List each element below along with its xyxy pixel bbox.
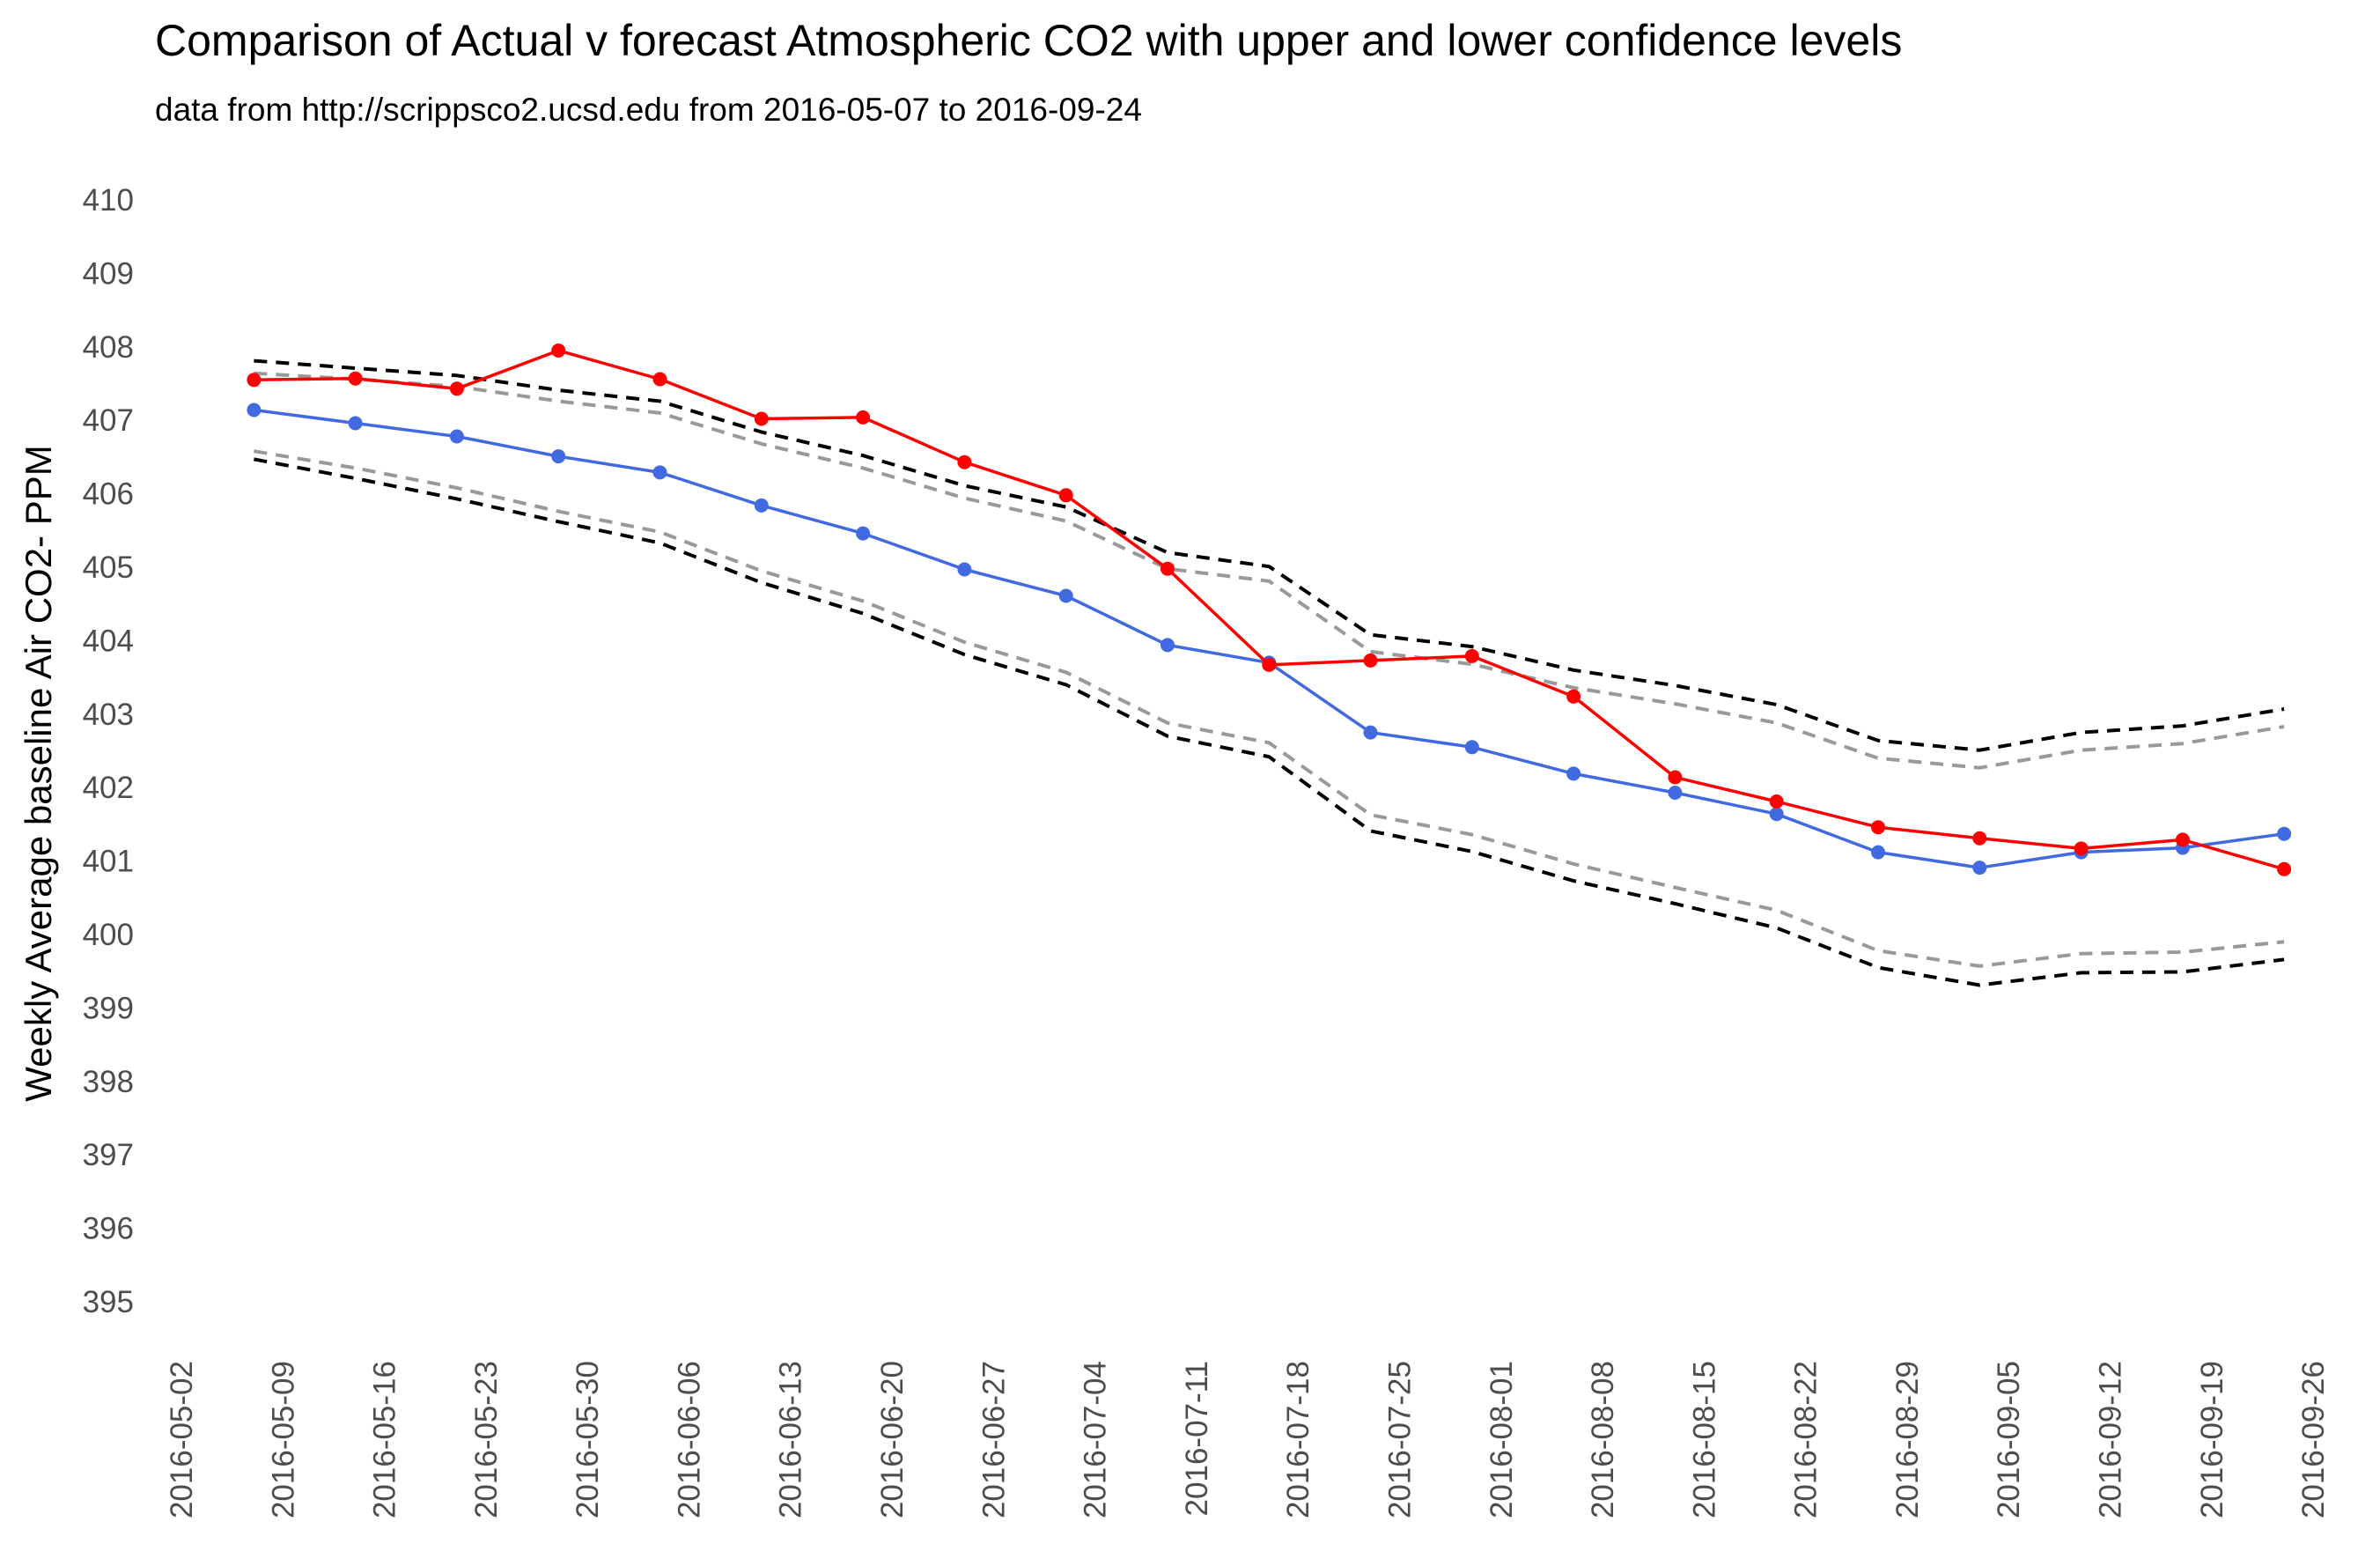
data-point-actual (856, 410, 871, 425)
data-point-forecast (1464, 740, 1479, 755)
data-point-actual (348, 371, 363, 386)
y-tick-label: 409 (83, 256, 134, 291)
y-tick-label: 407 (83, 403, 134, 438)
data-point-actual (2277, 861, 2292, 876)
y-tick-label: 399 (83, 991, 134, 1025)
y-tick-label: 401 (83, 845, 134, 879)
x-tick-label: 2016-06-13 (774, 1361, 808, 1518)
y-tick-label: 398 (83, 1065, 134, 1099)
y-tick-label: 395 (83, 1285, 134, 1319)
data-point-actual (754, 411, 769, 426)
y-tick-label: 406 (83, 477, 134, 512)
data-point-forecast (1769, 807, 1784, 822)
series-line-upper-95 (254, 358, 2285, 752)
chart-title: Comparison of Actual v forecast Atmosphe… (155, 16, 1902, 65)
data-point-actual (449, 381, 464, 396)
x-tick-label: 2016-05-16 (368, 1361, 402, 1518)
data-point-forecast (1161, 638, 1175, 653)
x-tick-label: 2016-05-30 (571, 1361, 605, 1518)
data-point-actual (1871, 820, 1885, 835)
data-point-actual (957, 454, 972, 469)
series-line-lower-95 (254, 457, 2285, 987)
x-tick-label: 2016-08-29 (1890, 1361, 1925, 1518)
x-tick-label: 2016-08-15 (1687, 1361, 1721, 1518)
series-line-forecast (254, 408, 2285, 869)
y-tick-label: 404 (83, 624, 134, 658)
data-point-forecast (1566, 766, 1581, 781)
x-tick-label: 2016-05-23 (469, 1361, 504, 1518)
x-tick-label: 2016-07-18 (1281, 1361, 1315, 1518)
series-line-lower-80 (254, 449, 2285, 968)
x-tick-label: 2016-07-04 (1079, 1361, 1113, 1518)
series-layer (247, 344, 2292, 987)
data-point-forecast (652, 465, 667, 480)
series-line-actual (254, 349, 2285, 871)
data-point-actual (1668, 770, 1683, 785)
x-tick-label: 2016-08-22 (1789, 1361, 1824, 1518)
x-tick-label: 2016-09-12 (2094, 1361, 2128, 1518)
data-point-actual (1161, 561, 1175, 576)
data-point-forecast (856, 526, 871, 541)
x-tick-label: 2016-08-01 (1485, 1361, 1519, 1518)
data-point-forecast (1058, 588, 1073, 603)
y-axis-label: Weekly Average baseline Air CO2- PPM (18, 445, 59, 1101)
y-tick-label: 408 (83, 330, 134, 365)
data-point-actual (652, 372, 667, 387)
data-point-forecast (348, 416, 363, 431)
data-point-actual (1262, 657, 1277, 672)
series-line-upper-80 (254, 371, 2285, 770)
y-axis-ticks: 395 396 397 398 399 400 401 402 403 404 405 406 407 4… (83, 183, 134, 1319)
y-tick-label: 405 (83, 550, 134, 585)
data-point-forecast (247, 403, 262, 417)
y-tick-label: 410 (83, 183, 134, 218)
data-point-forecast (1668, 786, 1683, 800)
x-tick-label: 2016-05-09 (266, 1361, 300, 1518)
data-point-forecast (957, 562, 972, 577)
data-point-forecast (1972, 861, 1987, 875)
data-point-actual (2175, 832, 2190, 847)
x-tick-label: 2016-07-25 (1382, 1361, 1417, 1518)
data-point-actual (1363, 653, 1378, 668)
x-tick-label: 2016-08-08 (1586, 1361, 1620, 1518)
x-tick-label: 2016-06-06 (672, 1361, 706, 1518)
data-point-forecast (1363, 725, 1378, 740)
chart-subtitle: data from http://scrippsco2.ucsd.edu fro… (155, 92, 1142, 128)
data-point-forecast (551, 449, 566, 464)
data-point-forecast (2277, 826, 2292, 841)
x-tick-label: 2016-07-11 (1180, 1361, 1214, 1516)
data-point-actual (2074, 841, 2089, 856)
y-tick-label: 397 (83, 1138, 134, 1172)
data-point-actual (1058, 488, 1073, 503)
x-tick-label: 2016-09-26 (2296, 1361, 2331, 1518)
x-tick-label: 2016-09-19 (2195, 1361, 2229, 1518)
y-tick-label: 402 (83, 771, 134, 805)
data-point-actual (1566, 689, 1581, 704)
x-tick-label: 2016-05-02 (165, 1361, 199, 1518)
data-point-actual (1464, 648, 1479, 663)
x-axis-ticks: 2016-05-02 2016-05-09 2016-05-16 2016-05-23… (165, 1361, 2331, 1518)
y-tick-label: 403 (83, 698, 134, 732)
data-point-forecast (754, 498, 769, 513)
x-tick-label: 2016-06-27 (976, 1361, 1011, 1518)
data-point-actual (1769, 794, 1784, 809)
y-tick-label: 396 (83, 1212, 134, 1246)
data-point-actual (247, 373, 262, 388)
data-point-actual (1972, 831, 1987, 846)
x-tick-label: 2016-06-20 (875, 1361, 910, 1518)
data-point-actual (551, 344, 566, 358)
data-point-forecast (449, 429, 464, 444)
y-tick-label: 400 (83, 918, 134, 952)
data-point-forecast (1871, 845, 1885, 860)
x-tick-label: 2016-09-05 (1992, 1361, 2026, 1518)
